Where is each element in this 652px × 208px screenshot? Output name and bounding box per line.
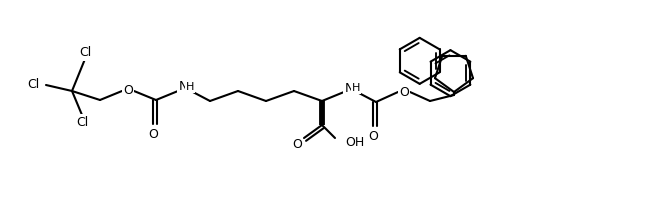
- Text: O: O: [368, 130, 378, 142]
- Text: O: O: [399, 85, 409, 99]
- Text: H: H: [186, 82, 194, 92]
- Text: O: O: [292, 137, 302, 151]
- Text: Cl: Cl: [28, 78, 40, 92]
- Text: O: O: [148, 128, 158, 140]
- Text: N: N: [178, 80, 188, 94]
- Text: N: N: [344, 82, 353, 94]
- Text: Cl: Cl: [79, 47, 91, 59]
- Text: O: O: [123, 84, 133, 98]
- Text: OH: OH: [345, 136, 364, 150]
- Text: Cl: Cl: [76, 115, 88, 129]
- Text: H: H: [352, 83, 360, 93]
